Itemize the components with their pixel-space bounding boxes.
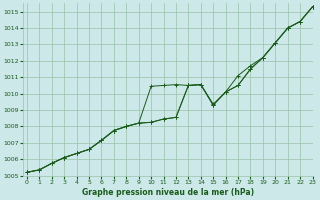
X-axis label: Graphe pression niveau de la mer (hPa): Graphe pression niveau de la mer (hPa) (82, 188, 254, 197)
